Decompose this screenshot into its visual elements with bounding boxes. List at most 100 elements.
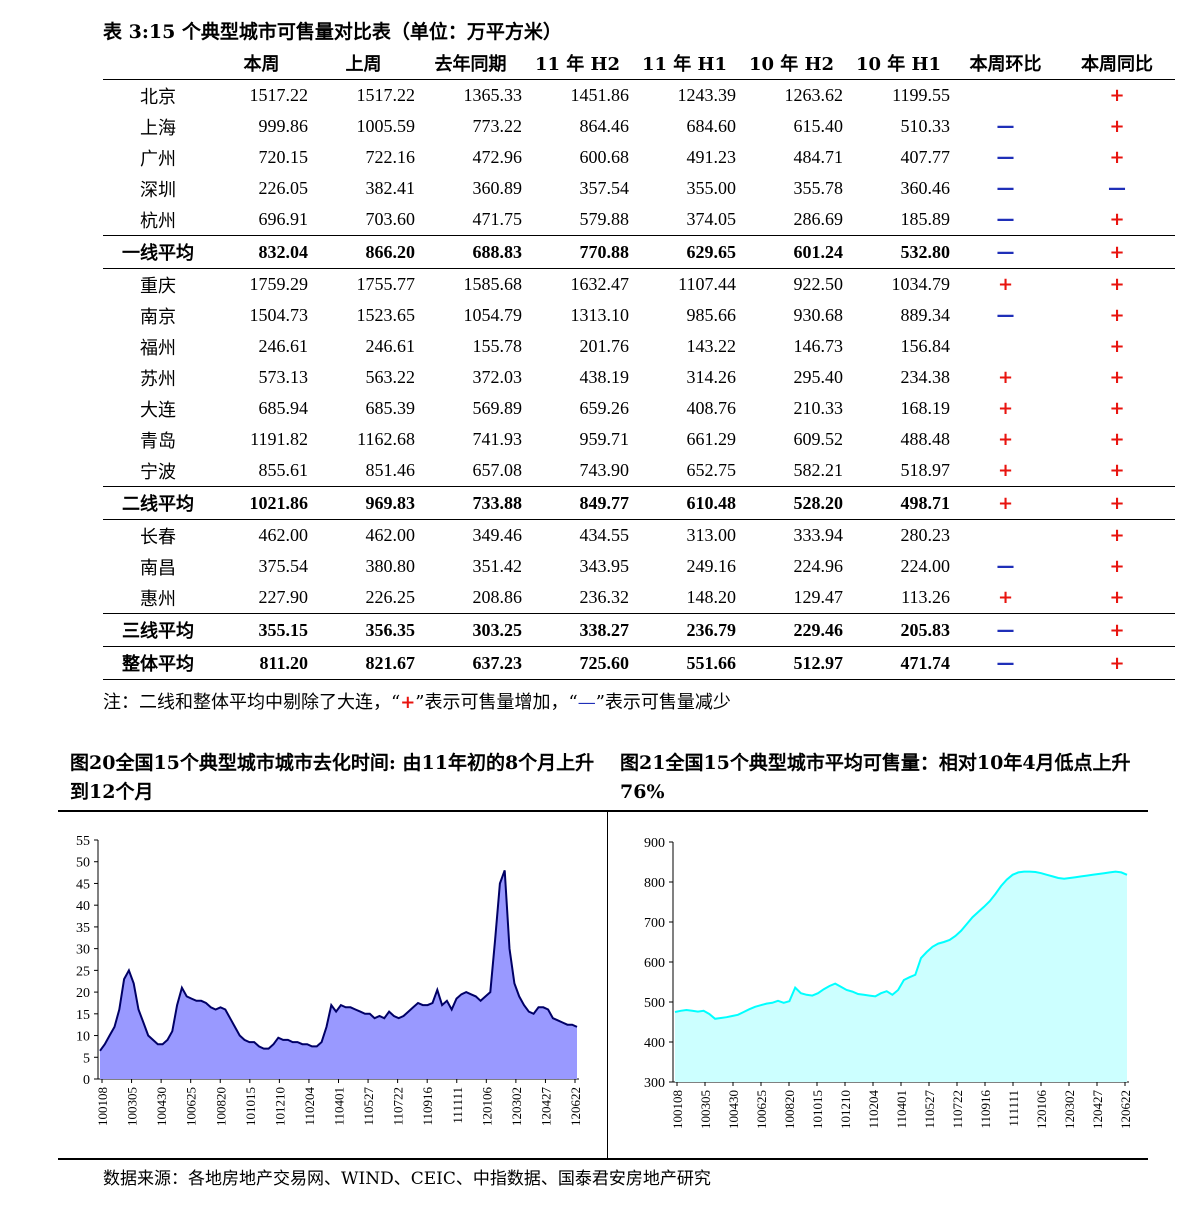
- value-cell: 528.20: [738, 486, 845, 520]
- table-row: 北京 1517.22 1517.22 1365.33 1451.86 1243.39 126…: [103, 80, 1175, 112]
- y-tick-label: 700: [644, 916, 665, 931]
- data-source: 数据来源：各地房地产交易网、WIND、CEIC、中指数据、国泰君安房地产研究: [103, 1169, 711, 1189]
- increase-sign: +: [1109, 241, 1125, 263]
- increase-sign: +: [1109, 398, 1125, 419]
- value-cell: 471.75: [472, 209, 523, 229]
- y-tick-label: 25: [76, 964, 90, 979]
- value-cell: 471.74: [845, 646, 952, 680]
- value-cell: 472.96: [472, 147, 523, 167]
- value-cell: 129.47: [793, 587, 844, 607]
- x-tick-label: 110527: [361, 1087, 376, 1126]
- value-cell: 246.61: [365, 336, 416, 356]
- value-cell: 168.19: [900, 398, 951, 418]
- value-cell: 849.77: [524, 486, 631, 520]
- value-cell: 609.52: [793, 429, 844, 449]
- table-note: 注：二线和整体平均中剔除了大连，“+”表示可售量增加，“—”表示可售量减少: [103, 688, 731, 714]
- value-cell: 1005.59: [356, 116, 416, 136]
- decrease-sign: —: [996, 147, 1015, 168]
- value-cell: 438.19: [579, 367, 630, 387]
- increase-sign: +: [1109, 460, 1125, 481]
- value-cell: 355.78: [793, 178, 844, 198]
- note-minus-sign: —: [577, 692, 596, 713]
- x-tick-label: 110401: [332, 1087, 347, 1126]
- x-tick-label: 120622: [568, 1087, 583, 1126]
- value-cell: 303.25: [417, 613, 524, 647]
- table-title: 表 3:15 个典型城市可售量对比表（单位：万平方米）: [103, 21, 562, 43]
- x-tick-label: 120427: [538, 1087, 553, 1127]
- wow-change-cell: —: [952, 111, 1059, 142]
- increase-sign: +: [1109, 274, 1125, 295]
- increase-sign: +: [1109, 652, 1125, 674]
- column-header: 11 年 H2: [524, 46, 631, 80]
- value-cell: 773.22: [472, 116, 523, 136]
- value-cell: 185.89: [900, 209, 951, 229]
- table-body: 北京 1517.22 1517.22 1365.33 1451.86 1243.39 126…: [103, 80, 1175, 680]
- city-name: 苏州: [140, 368, 176, 390]
- value-cell: 1021.86: [213, 486, 310, 520]
- column-header: 去年同期: [417, 46, 524, 80]
- column-header: 本周同比: [1059, 46, 1175, 80]
- value-cell: 601.24: [738, 235, 845, 269]
- value-cell: 811.20: [213, 646, 310, 680]
- value-cell: 234.38: [900, 367, 951, 387]
- x-tick-label: 111111: [1006, 1090, 1021, 1127]
- wow-change-cell: +: [952, 424, 1059, 455]
- value-cell: 295.40: [793, 367, 844, 387]
- value-cell: 725.60: [524, 646, 631, 680]
- value-cell: 357.54: [579, 178, 630, 198]
- table-row: 惠州 227.90 226.25 208.86 236.32 148.20 129.47 11…: [103, 582, 1175, 614]
- increase-sign: +: [997, 367, 1014, 388]
- city-name: 一线平均: [103, 235, 213, 269]
- area-fill: [100, 870, 577, 1079]
- table-row: 杭州 696.91 703.60 471.75 579.88 374.05 286.69 18…: [103, 204, 1175, 236]
- value-cell: 236.79: [631, 613, 738, 647]
- chart-destocking-time: 0 5 10 15 20 25 30 35 40 45 50 55 100108 100305 100430…: [76, 834, 583, 1127]
- value-cell: 224.00: [900, 556, 951, 576]
- x-tick-label: 110527: [922, 1090, 937, 1129]
- city-name: 青岛: [140, 430, 176, 452]
- value-cell: 374.05: [686, 209, 737, 229]
- y-tick-label: 300: [644, 1076, 665, 1091]
- value-cell: 226.05: [258, 178, 309, 198]
- value-cell: 146.73: [793, 336, 844, 356]
- figure-separator: [607, 812, 608, 1158]
- value-cell: 246.61: [258, 336, 309, 356]
- value-cell: 462.00: [258, 525, 309, 545]
- note-text-a: 注：二线和整体平均中剔除了大连，“: [103, 692, 401, 713]
- value-cell: 582.21: [793, 460, 844, 480]
- value-cell: 864.46: [579, 116, 630, 136]
- city-name: 深圳: [140, 179, 176, 201]
- table-row: 大连 685.94 685.39 569.89 659.26 408.76 210.33 16…: [103, 393, 1175, 424]
- value-cell: 551.66: [631, 646, 738, 680]
- value-cell: 532.80: [845, 235, 952, 269]
- x-tick-label: 120106: [1034, 1090, 1049, 1130]
- value-cell: 355.15: [213, 613, 310, 647]
- value-cell: 866.20: [310, 235, 417, 269]
- value-cell: 1263.62: [784, 85, 844, 105]
- decrease-sign: —: [996, 619, 1015, 641]
- city-name: 广州: [140, 148, 176, 170]
- note-text-c: ”表示可售量减少: [595, 692, 731, 713]
- wow-change-cell: +: [952, 362, 1059, 393]
- x-tick-label: 101015: [810, 1090, 825, 1129]
- table-row: 深圳 226.05 382.41 360.89 357.54 355.00 355.78 36…: [103, 173, 1175, 204]
- value-cell: 382.41: [365, 178, 416, 198]
- column-header: 10 年 H1: [845, 46, 952, 80]
- y-tick-label: 0: [83, 1073, 90, 1088]
- value-cell: 1199.55: [892, 85, 950, 105]
- value-cell: 659.26: [579, 398, 630, 418]
- x-tick-label: 110204: [302, 1087, 317, 1126]
- value-cell: 280.23: [900, 525, 951, 545]
- figure-21-title: 图21全国15个典型城市平均可售量：相对10年4月低点上升76%: [620, 752, 1131, 803]
- x-tick-label: 110916: [978, 1090, 993, 1129]
- increase-sign: +: [1109, 556, 1125, 577]
- decrease-sign: —: [1108, 178, 1126, 199]
- y-tick-label: 900: [644, 836, 665, 851]
- wow-change-cell: —: [952, 551, 1059, 582]
- city-name: 福州: [140, 337, 176, 359]
- yoy-change-cell: +: [1059, 551, 1175, 582]
- value-cell: 356.35: [310, 613, 417, 647]
- x-tick-label: 120622: [1118, 1090, 1133, 1129]
- x-tick-label: 110722: [950, 1090, 965, 1129]
- y-tick-label: 400: [644, 1036, 665, 1051]
